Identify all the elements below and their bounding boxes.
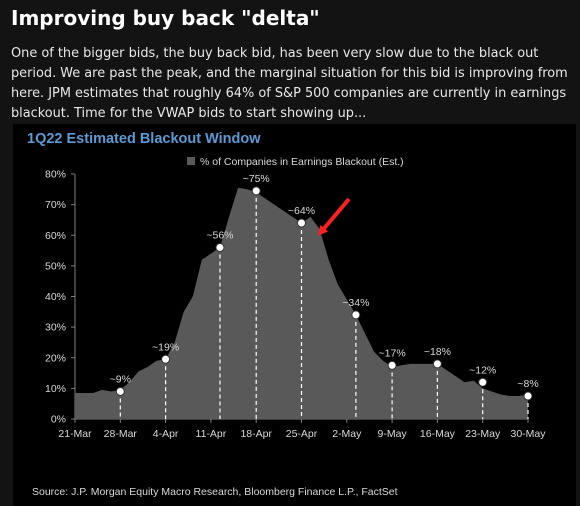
data-label: ~8%: [517, 378, 538, 390]
x-axis: 21-Mar 28-Mar 4-Apr 11-Apr 18-Apr 25-Apr 2-May…: [58, 418, 546, 440]
x-tick-label: 30-May: [510, 428, 546, 440]
legend-swatch: [187, 157, 195, 165]
x-tick-label: 9-May: [378, 428, 408, 440]
chart-panel: 1Q22 Estimated Blackout Window % of Comp…: [13, 124, 576, 506]
marker-layer: ~9% ~19% ~56% ~75% ~64% ~34% ~17% ~18% ~12% ~8%: [110, 173, 539, 419]
post-body-text: One of the bigger bids, the buy back bid…: [11, 46, 568, 121]
chart-source: Source: J.P. Morgan Equity Macro Researc…: [32, 486, 398, 498]
chart-legend: % of Companies in Earnings Blackout (Est…: [187, 156, 404, 168]
y-tick-label: 0%: [51, 414, 66, 426]
x-tick-label: 2-May: [332, 428, 362, 440]
data-label: ~12%: [469, 364, 496, 376]
data-label: ~34%: [342, 297, 369, 309]
y-tick-label: 10%: [45, 383, 66, 395]
y-tick-label: 30%: [45, 322, 66, 334]
data-label: ~64%: [288, 205, 315, 217]
x-tick-label: 11-Apr: [196, 428, 227, 440]
x-tick-label: 4-Apr: [153, 428, 179, 440]
data-point-marker: [215, 243, 225, 252]
data-label: ~17%: [379, 347, 406, 359]
data-label: ~18%: [424, 346, 451, 358]
data-point-marker: [161, 354, 171, 364]
data-point-marker: [387, 360, 397, 370]
y-tick-label: 70%: [45, 199, 66, 211]
y-tick-label: 50%: [45, 260, 66, 272]
data-point-marker: [351, 310, 361, 320]
data-point-marker: [478, 377, 488, 387]
x-tick-label: 25-Apr: [286, 428, 318, 440]
data-label: ~75%: [243, 173, 270, 185]
x-tick-label: 23-May: [465, 428, 501, 440]
y-tick-label: 40%: [45, 291, 66, 303]
y-tick-label: 60%: [45, 230, 66, 242]
y-axis: 0% 10% 20% 30% 40% 50% 60% 70% 80%: [45, 169, 76, 426]
x-tick-label: 21-Mar: [58, 428, 92, 440]
data-label: ~19%: [152, 341, 179, 353]
x-tick-label: 16-May: [420, 428, 456, 440]
x-tick-label: 28-Mar: [104, 428, 138, 440]
data-label: ~56%: [206, 230, 233, 242]
annotation-arrow: [317, 197, 351, 236]
post-headline: Improving buy back "delta": [11, 6, 320, 30]
y-tick-label: 20%: [45, 352, 66, 364]
legend-label: % of Companies in Earnings Blackout (Est…: [200, 156, 404, 168]
y-tick-label: 80%: [45, 169, 66, 181]
data-point-marker: [297, 218, 306, 228]
data-point-marker: [251, 186, 261, 196]
chart-title: 1Q22 Estimated Blackout Window: [27, 131, 261, 147]
data-label: ~9%: [110, 373, 131, 385]
data-point-marker: [523, 391, 533, 401]
blackout-chart: 1Q22 Estimated Blackout Window % of Comp…: [27, 131, 546, 498]
data-point-marker: [115, 386, 125, 396]
data-point-marker: [432, 359, 442, 369]
x-tick-label: 18-Apr: [240, 428, 272, 440]
